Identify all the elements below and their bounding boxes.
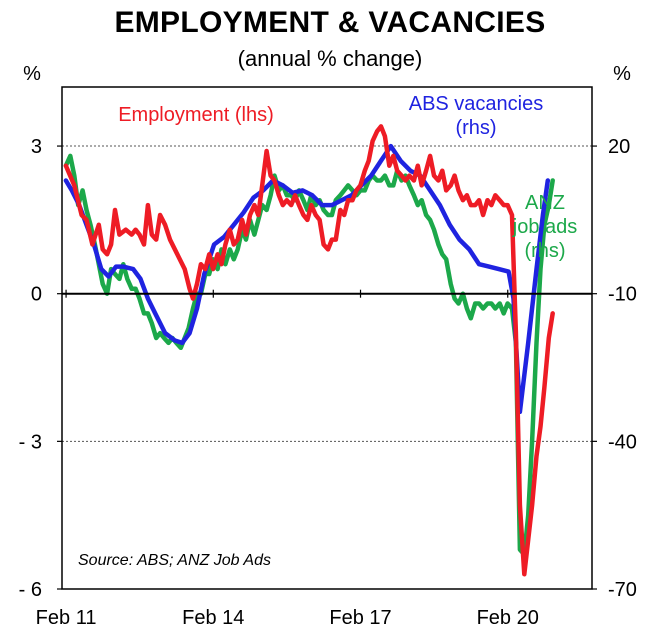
label-anz-job-ads: (rhs) [524, 240, 565, 262]
source-note: Source: ABS; ANZ Job Ads [78, 552, 271, 569]
label-abs-vacancies: ABS vacancies [409, 93, 544, 115]
series-anz-job-ads [63, 153, 555, 557]
plot-frame [61, 86, 593, 590]
series-abs-vacancies [63, 143, 551, 415]
series-employment [63, 124, 555, 577]
left-axis-unit: % [23, 63, 41, 85]
left-tick-label: - 3 [19, 431, 42, 453]
left-tick-label: 0 [31, 284, 42, 306]
right-tick-label: 20 [608, 136, 630, 158]
x-tick-label: Feb 14 [182, 607, 244, 629]
left-tick-label: - 6 [19, 579, 42, 601]
label-employment: Employment (lhs) [118, 104, 274, 126]
right-tick-label: -70 [608, 579, 637, 601]
series-lines [63, 124, 555, 577]
x-tick-label: Feb 11 [36, 607, 97, 629]
right-axis-unit: % [613, 63, 631, 85]
x-tick-label: Feb 17 [329, 607, 391, 629]
label-abs-vacancies: (rhs) [455, 117, 496, 139]
x-tick-label: Feb 20 [477, 607, 539, 629]
chart-title: EMPLOYMENT & VACANCIES [114, 6, 546, 39]
axes: 3 0 - 3 - 6 20 -10 -40 -70% % Feb 11 Feb 14 Feb 17 F… [19, 63, 637, 629]
right-tick-label: -10 [608, 284, 637, 306]
annotations: Employment (lhs) ABS vacancies(rhs)ANZjob… [78, 93, 577, 569]
left-tick-label: 3 [31, 136, 42, 158]
gridlines [62, 145, 592, 442]
right-tick-label: -40 [608, 431, 637, 453]
label-anz-job-ads: job ads [512, 216, 578, 238]
label-anz-job-ads: ANZ [525, 192, 565, 214]
chart-subtitle: (annual % change) [237, 46, 423, 71]
